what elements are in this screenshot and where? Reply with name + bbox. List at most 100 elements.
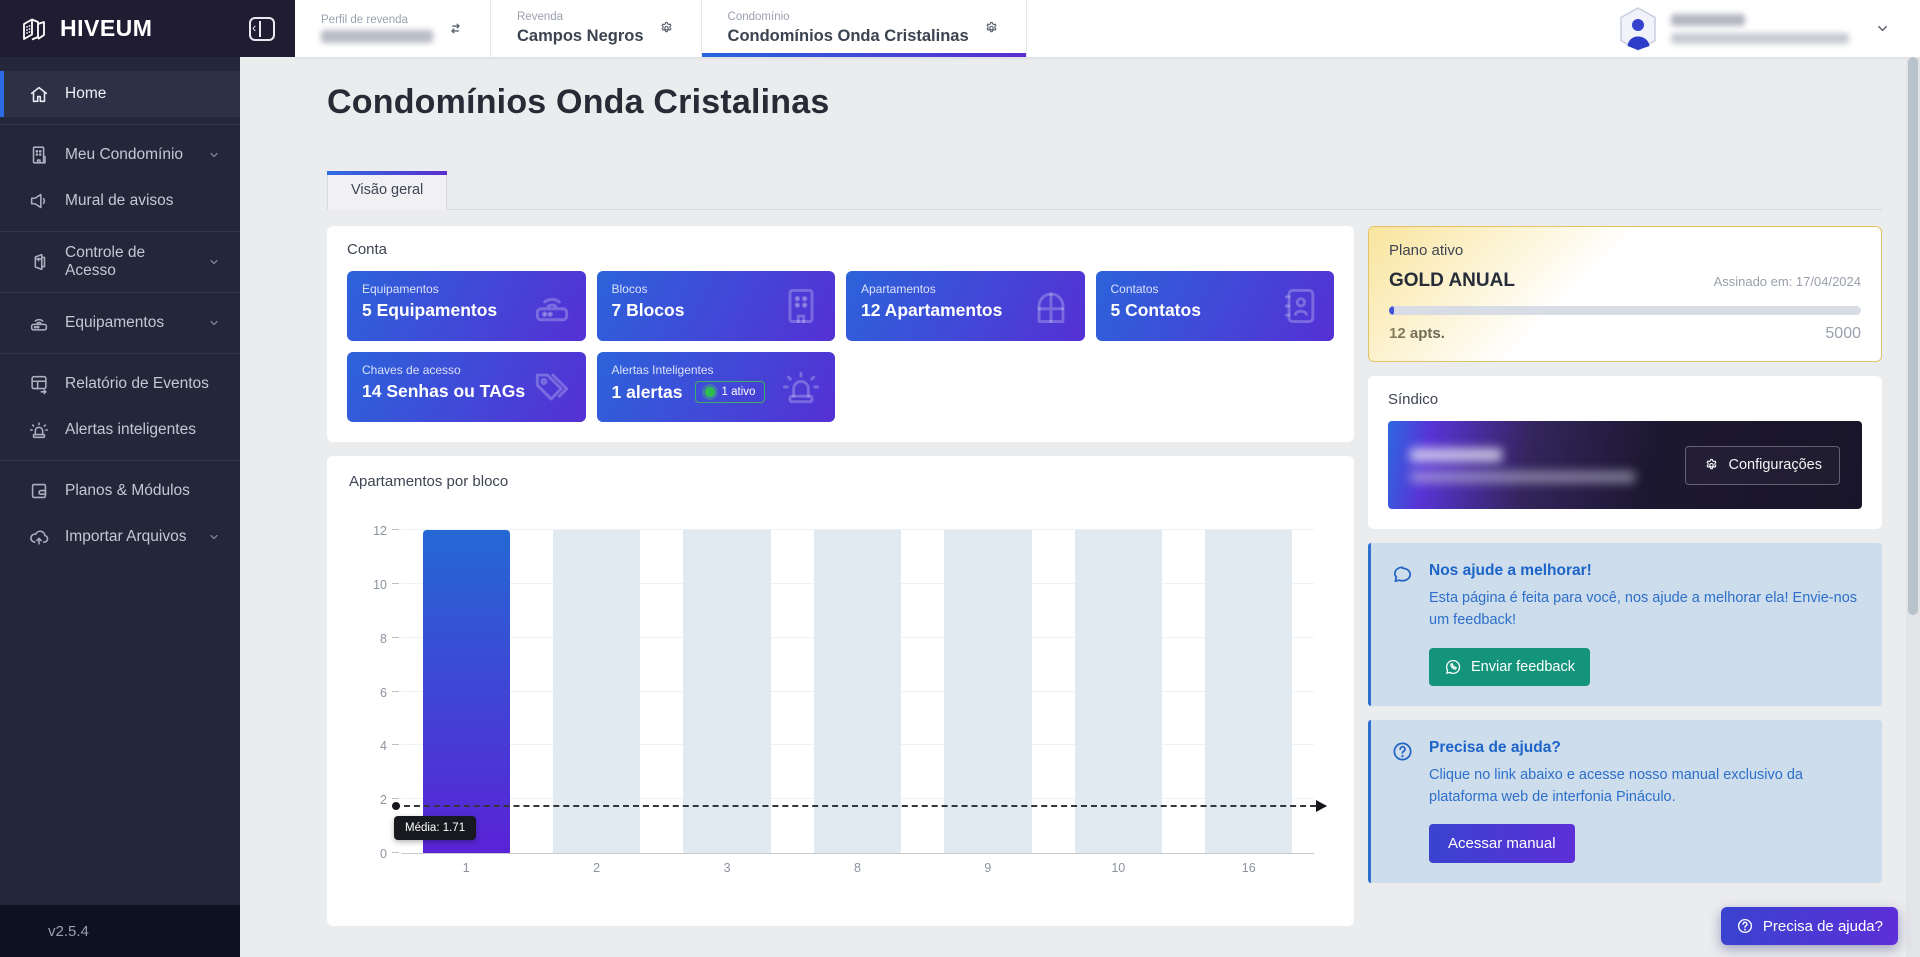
gear-icon[interactable] xyxy=(983,20,1000,37)
tab-condominio[interactable]: Condomínio Condomínios Onda Cristalinas xyxy=(701,0,1027,57)
sidebar-item-meu-condominio[interactable]: Meu Condomínio xyxy=(0,132,240,178)
x-axis-label: 2 xyxy=(593,861,601,875)
plan-name: GOLD ANUAL xyxy=(1389,270,1515,291)
tab-perfil-de-revenda[interactable]: Perfil de revenda xyxy=(295,0,491,57)
stat-equipamentos[interactable]: Equipamentos 5 Equipamentos xyxy=(347,271,586,341)
enviar-feedback-button[interactable]: Enviar feedback xyxy=(1429,647,1590,686)
stat-alertas-inteligentes[interactable]: Alertas Inteligentes 1 alertas 1 ativo xyxy=(596,352,835,422)
sidebar-item-relatorio-de-eventos[interactable]: Relatório de Eventos xyxy=(0,361,240,407)
stat-chaves-de-acesso[interactable]: Chaves de acesso 14 Senhas ou TAGs xyxy=(347,352,586,422)
stat-value: 5 Contatos xyxy=(1110,300,1201,320)
chart-bar-slot[interactable] xyxy=(792,530,922,853)
configuracoes-button[interactable]: Configurações xyxy=(1684,445,1840,485)
chart-bar-slot[interactable] xyxy=(662,530,792,853)
sidebar-collapse-icon[interactable] xyxy=(249,16,275,41)
y-axis-tick xyxy=(392,582,399,584)
contact-book-icon xyxy=(1278,284,1322,328)
avatar xyxy=(1617,6,1659,52)
hiveum-logo-icon xyxy=(18,13,50,45)
swap-arrows-icon[interactable] xyxy=(447,20,464,37)
chart-bar-slot[interactable] xyxy=(1053,530,1183,853)
tab-value: Campos Negros xyxy=(517,27,644,45)
stat-contatos[interactable]: Contatos 5 Contatos xyxy=(1095,271,1334,341)
sidebar-item-home[interactable]: Home xyxy=(0,71,240,117)
sidebar-item-label: Planos & Módulos xyxy=(65,482,190,499)
tab-visao-geral[interactable]: Visão geral xyxy=(327,171,448,210)
gear-icon xyxy=(1703,457,1720,474)
stat-value: 12 Apartamentos xyxy=(861,300,1003,320)
scrollbar-thumb[interactable] xyxy=(1908,57,1918,615)
sidebar-item-planos-modulos[interactable]: Planos & Módulos xyxy=(0,468,240,514)
sindico-card: Síndico Configurações xyxy=(1368,376,1882,529)
sidebar-item-mural-de-avisos[interactable]: Mural de avisos xyxy=(0,178,240,224)
configuracoes-label: Configurações xyxy=(1728,457,1823,473)
sidebar-item-importar-arquivos[interactable]: Importar Arquivos xyxy=(0,514,240,560)
tab-value: Condomínios Onda Cristalinas xyxy=(727,27,969,45)
gear-icon[interactable] xyxy=(658,20,675,37)
tags-icon xyxy=(530,365,574,409)
floating-help-label: Precisa de ajuda? xyxy=(1762,917,1883,935)
plan-card-title: Plano ativo xyxy=(1389,242,1464,259)
sidebar-item-equipamentos[interactable]: Equipamentos xyxy=(0,300,240,346)
chart-bar-slot[interactable] xyxy=(401,530,531,853)
page-tabs: Visão geral xyxy=(327,170,1882,210)
feedback-text: Esta página é feita para você, nos ajude… xyxy=(1429,590,1858,629)
chart-bar-slot[interactable] xyxy=(531,530,661,853)
chart-card: Apartamentos por bloco Média: 1.71 0 2 4 6 8… xyxy=(327,456,1354,926)
home-icon xyxy=(28,83,50,105)
plan-progress-fill xyxy=(1389,306,1394,315)
y-axis-label: 6 xyxy=(380,685,387,700)
top-header: Perfil de revenda Revenda Campos Negros … xyxy=(295,0,1920,57)
sidebar-divider xyxy=(0,292,240,293)
sidebar-divider xyxy=(0,231,240,232)
account-card-title: Conta xyxy=(347,241,388,258)
megaphone-icon xyxy=(28,190,50,212)
chart-bar-slot[interactable] xyxy=(1184,530,1314,853)
floating-help-button[interactable]: Precisa de ajuda? xyxy=(1720,907,1898,945)
stat-blocos[interactable]: Blocos 7 Blocos xyxy=(596,271,835,341)
active-alert-badge: 1 ativo xyxy=(694,381,766,403)
chevron-down-icon xyxy=(208,256,220,268)
stat-value: 1 alertas 1 ativo xyxy=(612,381,821,403)
bar[interactable] xyxy=(422,530,510,853)
stat-label: Alertas Inteligentes xyxy=(611,363,714,377)
bar-background xyxy=(552,530,641,853)
tab-revenda[interactable]: Revenda Campos Negros xyxy=(491,0,702,57)
tab-label: Perfil de revenda xyxy=(321,14,408,26)
building-icon xyxy=(779,284,823,328)
wallet-icon xyxy=(28,480,50,502)
x-axis-label: 8 xyxy=(854,861,861,875)
sidebar-item-label: Alertas inteligentes xyxy=(65,421,196,438)
sidebar-item-label: Equipamentos xyxy=(65,314,165,331)
feedback-title: Nos ajude a melhorar! xyxy=(1429,562,1592,579)
chevron-down-icon xyxy=(208,149,220,161)
redacted-sindico-email xyxy=(1410,470,1635,483)
badge-label: 1 ativo xyxy=(721,386,756,398)
acessar-manual-button[interactable]: Acessar manual xyxy=(1429,823,1575,863)
sidebar-item-controle-de-acesso[interactable]: Controle de Acesso xyxy=(0,239,240,285)
bar-background xyxy=(944,530,1032,853)
stat-label: Contatos xyxy=(1110,282,1159,296)
plan-signed-date: Assinado em: 17/04/2024 xyxy=(1713,274,1861,289)
whatsapp-icon xyxy=(1444,658,1462,676)
bar-background xyxy=(1205,530,1293,853)
user-menu[interactable] xyxy=(1617,0,1920,57)
tab-label: Condomínio xyxy=(727,11,790,23)
sidebar-item-label: Home xyxy=(65,85,107,102)
bar-background xyxy=(1074,530,1162,853)
sindico-card-title: Síndico xyxy=(1388,391,1439,408)
x-axis-label: 16 xyxy=(1241,861,1256,875)
chevron-down-icon[interactable] xyxy=(1875,21,1890,36)
sidebar-item-label: Controle de Acesso xyxy=(65,244,146,279)
stat-apartamentos[interactable]: Apartamentos 12 Apartamentos xyxy=(846,271,1085,341)
question-circle-icon xyxy=(1736,917,1754,935)
y-axis-tick xyxy=(392,690,399,692)
stat-label: Chaves de acesso xyxy=(362,363,461,377)
scrollbar-track[interactable] xyxy=(1906,57,1920,957)
help-text: Clique no link abaixo e acesse nosso man… xyxy=(1429,766,1803,806)
chart-bar-slot[interactable] xyxy=(923,530,1053,853)
help-card: Precisa de ajuda? Clique no link abaixo … xyxy=(1368,719,1882,883)
green-status-dot xyxy=(704,387,715,397)
sidebar-item-label: Importar Arquivos xyxy=(65,528,187,545)
sidebar-item-alertas-inteligentes[interactable]: Alertas inteligentes xyxy=(0,407,240,453)
